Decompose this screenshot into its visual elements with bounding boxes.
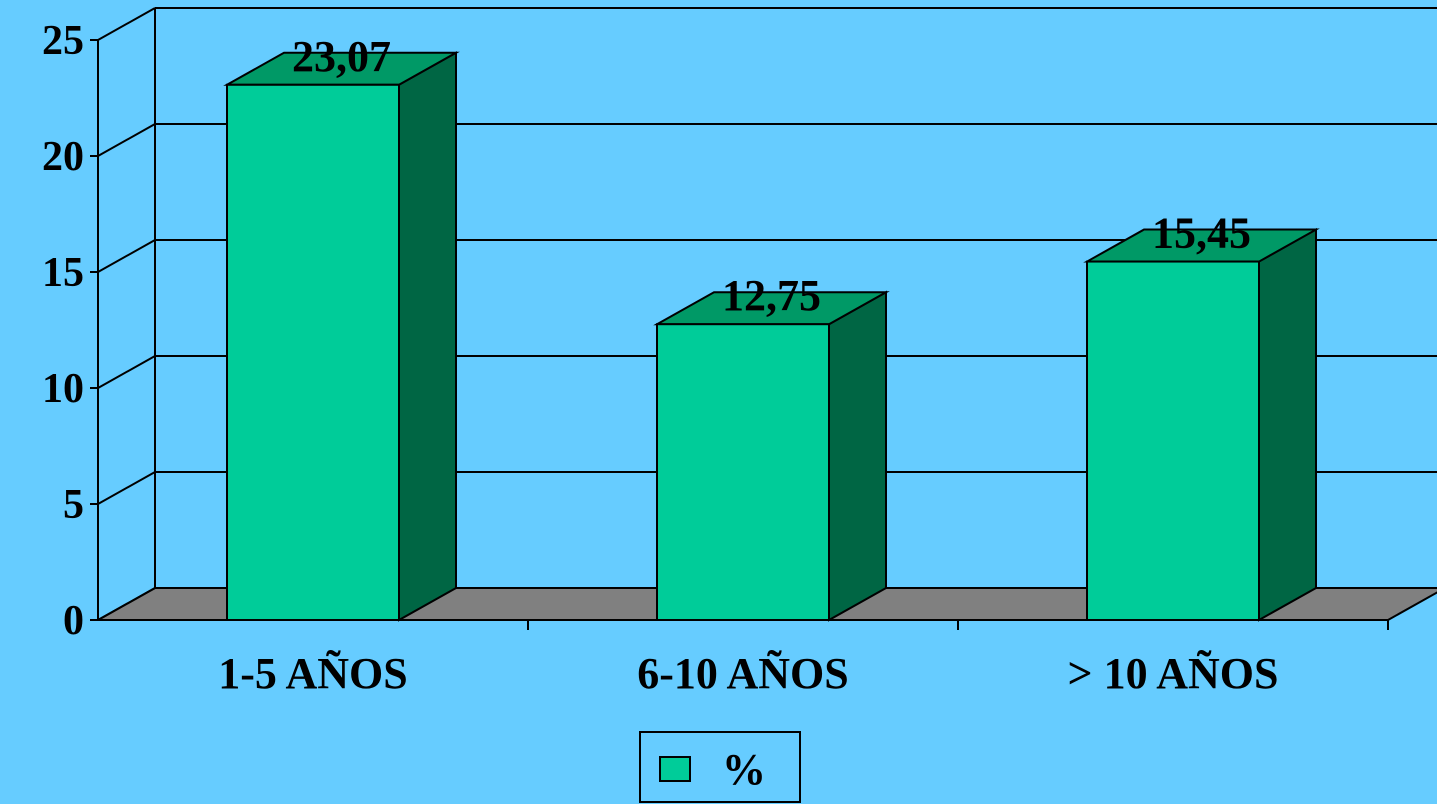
- bar: [226, 83, 400, 621]
- value-label: 15,45: [1152, 209, 1251, 258]
- side-grid-line: [97, 471, 156, 505]
- side-grid-line: [97, 239, 156, 273]
- value-label: 23,07: [292, 32, 391, 81]
- x-tick-label: 6-10 AÑOS: [637, 649, 848, 698]
- bar-side: [828, 290, 887, 622]
- side-grid-line: [97, 123, 156, 157]
- bar-side: [1258, 227, 1317, 622]
- y-tick-label: 0: [63, 598, 84, 644]
- legend-swatch: [659, 756, 691, 782]
- y-tick-label: 20: [42, 134, 84, 180]
- y-tick-label: 5: [63, 482, 84, 528]
- bar-side: [398, 51, 457, 622]
- side-grid-line: [97, 587, 156, 621]
- side-grid-line: [97, 355, 156, 389]
- bar: [656, 323, 830, 621]
- y-tick-label: 10: [42, 366, 84, 412]
- y-tick-label: 15: [42, 250, 84, 296]
- side-grid-line: [97, 7, 156, 41]
- x-tick-label: > 10 AÑOS: [1068, 649, 1279, 698]
- y-tick-label: 25: [42, 18, 84, 64]
- value-label: 12,75: [722, 271, 821, 320]
- bar: [1086, 260, 1260, 621]
- legend-label: %: [722, 745, 766, 794]
- x-tick-label: 1-5 AÑOS: [218, 649, 407, 698]
